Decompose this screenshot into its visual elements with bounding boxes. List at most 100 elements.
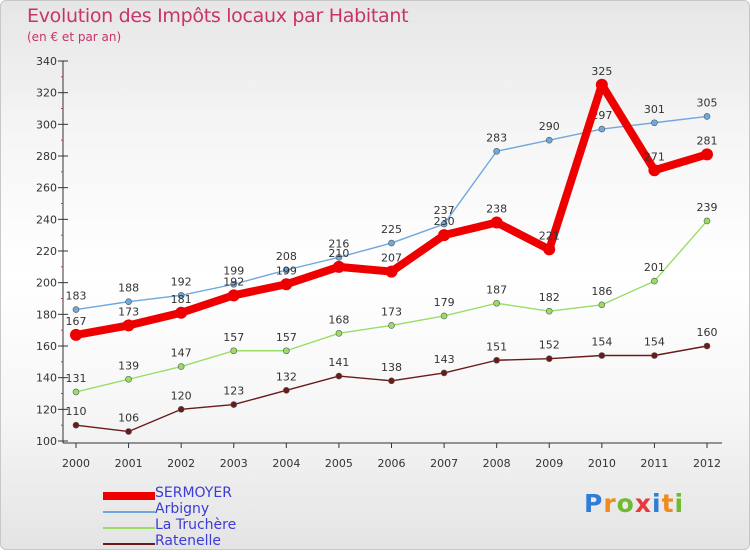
data-point-ratenelle bbox=[493, 356, 500, 364]
data-point-sermoyer bbox=[70, 328, 82, 341]
data-point-la-truch-re bbox=[177, 363, 185, 370]
legend-label: La Truchère bbox=[155, 517, 237, 533]
data-label-ratenelle: 143 bbox=[434, 353, 455, 366]
data-label-la-truch-re: 139 bbox=[118, 359, 139, 372]
data-point-ratenelle bbox=[598, 352, 606, 359]
data-label-ratenelle: 152 bbox=[539, 339, 560, 352]
data-point-arbigny bbox=[545, 136, 553, 144]
x-tick-label: 2008 bbox=[483, 457, 511, 470]
data-point-arbigny bbox=[598, 125, 606, 133]
data-point-la-truch-re bbox=[493, 299, 500, 307]
x-tick-label: 2010 bbox=[588, 457, 616, 470]
data-point-sermoyer bbox=[595, 78, 608, 91]
proxiti-logo: Proxiti bbox=[584, 489, 684, 518]
data-point-arbigny bbox=[283, 266, 290, 274]
data-label-arbigny: 290 bbox=[539, 120, 560, 133]
data-label-arbigny: 216 bbox=[328, 237, 349, 250]
chart-title: Evolution des Impôts locaux par Habitant bbox=[27, 5, 409, 27]
y-tick-label: 300 bbox=[36, 118, 57, 131]
logo-letter: o bbox=[616, 489, 635, 518]
data-label-ratenelle: 154 bbox=[644, 336, 665, 349]
data-point-la-truch-re bbox=[230, 347, 238, 355]
data-point-ratenelle bbox=[651, 352, 658, 359]
data-label-arbigny: 225 bbox=[381, 223, 402, 236]
logo-letter: r bbox=[603, 489, 617, 518]
data-point-la-truch-re bbox=[545, 307, 553, 315]
y-tick-label: 280 bbox=[36, 150, 57, 163]
data-label-sermoyer: 167 bbox=[66, 315, 87, 328]
data-label-ratenelle: 160 bbox=[697, 326, 718, 339]
x-tick-label: 2002 bbox=[167, 457, 195, 470]
data-point-ratenelle bbox=[125, 428, 132, 435]
x-tick-label: 2001 bbox=[115, 457, 143, 470]
data-point-la-truch-re bbox=[388, 322, 395, 329]
data-label-la-truch-re: 182 bbox=[539, 291, 560, 304]
data-point-ratenelle bbox=[283, 387, 290, 394]
data-label-la-truch-re: 187 bbox=[486, 283, 507, 296]
data-label-sermoyer: 230 bbox=[434, 215, 455, 228]
y-tick-label: 160 bbox=[36, 340, 57, 353]
y-tick-label: 320 bbox=[36, 87, 57, 100]
data-label-la-truch-re: 157 bbox=[223, 331, 244, 344]
data-label-la-truch-re: 168 bbox=[328, 313, 349, 326]
data-label-la-truch-re: 147 bbox=[171, 347, 192, 360]
data-label-ratenelle: 123 bbox=[223, 385, 244, 398]
x-tick-label: 2006 bbox=[378, 457, 406, 470]
data-point-sermoyer bbox=[490, 216, 503, 229]
data-label-ratenelle: 154 bbox=[591, 336, 612, 349]
data-label-la-truch-re: 179 bbox=[434, 296, 455, 309]
data-point-arbigny bbox=[703, 113, 711, 120]
data-label-sermoyer: 181 bbox=[171, 293, 192, 306]
data-label-arbigny: 208 bbox=[276, 250, 297, 263]
data-point-sermoyer bbox=[648, 164, 661, 177]
data-point-ratenelle bbox=[545, 355, 553, 362]
data-point-la-truch-re bbox=[598, 301, 606, 309]
x-tick-label: 2011 bbox=[640, 457, 668, 470]
data-point-arbigny bbox=[440, 220, 448, 228]
data-point-ratenelle bbox=[703, 342, 711, 350]
data-label-ratenelle: 151 bbox=[486, 340, 507, 353]
data-point-sermoyer bbox=[332, 260, 345, 273]
legend-label: SERMOYER bbox=[155, 485, 232, 501]
data-label-arbigny: 237 bbox=[434, 204, 455, 217]
data-label-arbigny: 192 bbox=[171, 275, 192, 288]
x-tick-label: 2005 bbox=[325, 457, 353, 470]
y-tick-label: 220 bbox=[36, 245, 57, 258]
x-tick-label: 2007 bbox=[430, 457, 458, 470]
data-point-sermoyer bbox=[122, 319, 135, 332]
data-label-arbigny: 301 bbox=[644, 103, 665, 116]
data-point-ratenelle bbox=[230, 401, 238, 408]
data-point-la-truch-re bbox=[335, 330, 343, 337]
data-point-arbigny bbox=[177, 292, 185, 299]
data-label-arbigny: 199 bbox=[223, 264, 244, 277]
data-label-ratenelle: 120 bbox=[171, 389, 192, 402]
data-point-arbigny bbox=[388, 239, 395, 247]
data-label-ratenelle: 106 bbox=[118, 412, 139, 425]
data-label-ratenelle: 132 bbox=[276, 370, 297, 383]
data-point-sermoyer bbox=[701, 148, 713, 161]
data-label-la-truch-re: 201 bbox=[644, 261, 665, 274]
y-tick-label: 260 bbox=[36, 182, 57, 195]
data-point-la-truch-re bbox=[72, 388, 80, 396]
data-label-sermoyer: 221 bbox=[539, 229, 560, 242]
data-label-la-truch-re: 186 bbox=[591, 285, 612, 298]
data-point-ratenelle bbox=[388, 377, 395, 385]
legend-label: Arbigny bbox=[155, 501, 210, 517]
y-tick-label: 200 bbox=[36, 277, 57, 290]
data-point-sermoyer bbox=[175, 306, 188, 319]
data-label-sermoyer: 271 bbox=[644, 150, 665, 163]
logo-letter: i bbox=[652, 489, 662, 518]
y-tick-label: 120 bbox=[36, 403, 57, 416]
legend-swatch bbox=[103, 543, 155, 545]
logo-letter: P bbox=[584, 489, 604, 518]
data-point-la-truch-re bbox=[440, 312, 448, 320]
data-point-la-truch-re bbox=[283, 347, 290, 355]
y-tick-label: 240 bbox=[36, 213, 57, 226]
data-point-la-truch-re bbox=[703, 217, 711, 225]
x-tick-label: 2004 bbox=[272, 457, 300, 470]
data-label-sermoyer: 210 bbox=[328, 247, 349, 260]
y-tick-label: 140 bbox=[36, 372, 57, 385]
data-label-ratenelle: 138 bbox=[381, 361, 402, 374]
data-point-la-truch-re bbox=[125, 375, 132, 383]
x-tick-label: 2003 bbox=[220, 457, 248, 470]
